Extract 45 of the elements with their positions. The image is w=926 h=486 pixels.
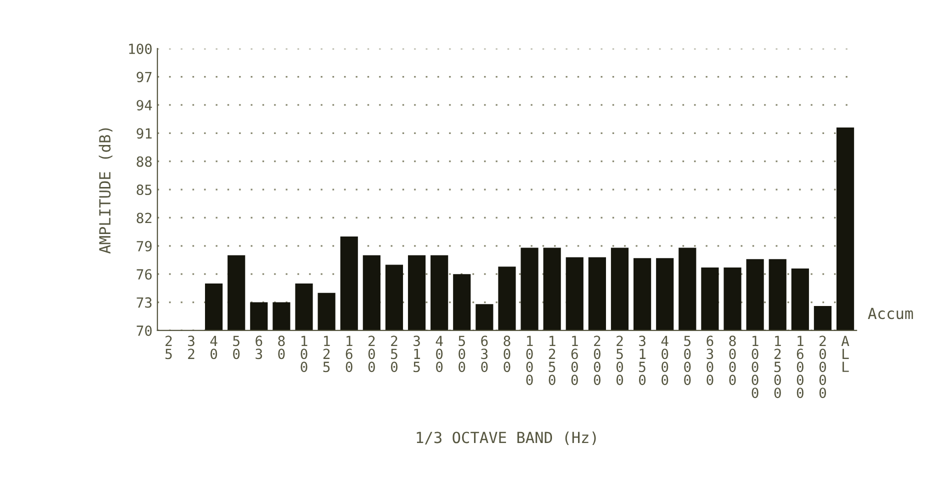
- x-tick-label: 1000: [526, 336, 533, 386]
- y-tick-label: 70: [136, 325, 152, 336]
- x-tick-label: 25: [165, 336, 172, 360]
- x-tick-label: 6300: [706, 336, 714, 386]
- y-axis-title: AMPLITUDE (dB): [98, 128, 112, 254]
- x-tick-label: 400: [436, 336, 443, 372]
- x-tick-label: 16000: [796, 336, 804, 398]
- x-tick-label: 1250: [548, 336, 556, 386]
- x-tick-label: 3150: [639, 336, 646, 386]
- x-tick-label: 100: [300, 336, 308, 372]
- x-tick-label: 32: [188, 336, 194, 359]
- y-tick-label: 79: [136, 240, 152, 252]
- x-tick-label: 12500: [774, 336, 781, 398]
- x-tick-label: 10000: [752, 336, 758, 398]
- x-tick-label: 63: [256, 336, 262, 360]
- y-tick-label: 94: [136, 100, 152, 110]
- x-tick-label: 125: [323, 336, 330, 372]
- y-tick-label: 97: [136, 72, 152, 82]
- x-tick-label: 315: [414, 336, 420, 372]
- x-tick-label: 40: [210, 336, 218, 360]
- y-tick-label: 88: [136, 156, 152, 167]
- x-tick-label: 5000: [684, 336, 691, 386]
- x-tick-label: 20000: [819, 336, 826, 398]
- y-tick-label: 91: [136, 128, 152, 139]
- y-tick-label: 82: [136, 212, 152, 224]
- x-axis-title: 1/3 OCTAVE BAND (Hz): [416, 431, 596, 446]
- x-tick-label: 500: [458, 336, 466, 372]
- x-tick-label: 250: [390, 336, 398, 372]
- x-tick-label: ALL: [841, 336, 850, 372]
- x-tick-label: 630: [481, 336, 488, 372]
- y-tick-label: 76: [136, 269, 152, 280]
- text: Accum: [868, 308, 913, 320]
- x-tick-label: 80: [278, 336, 285, 360]
- x-tick-label: 800: [504, 336, 510, 372]
- x-tick-label: 200: [368, 336, 375, 372]
- y-tick-label: 85: [136, 184, 152, 196]
- x-tick-label: 8000: [729, 336, 736, 386]
- y-tick-label: 100: [129, 44, 152, 54]
- x-tick-label: 1600: [571, 336, 578, 386]
- x-tick-label: 160: [346, 336, 352, 372]
- y-tick-label: 73: [136, 297, 152, 308]
- x-tick-label: 4000: [661, 336, 668, 386]
- x-tick-label: 2500: [616, 336, 624, 386]
- x-tick-label: 2000: [594, 336, 600, 386]
- x-tick-label: 50: [233, 336, 240, 360]
